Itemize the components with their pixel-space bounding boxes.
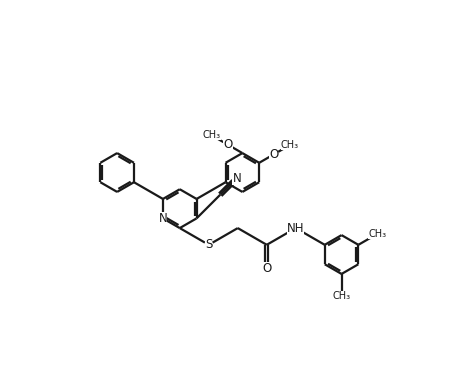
Text: S: S [205, 238, 212, 251]
Text: CH₃: CH₃ [367, 229, 385, 239]
Text: CH₃: CH₃ [332, 291, 350, 301]
Text: CH₃: CH₃ [280, 140, 298, 150]
Text: N: N [158, 212, 167, 225]
Text: O: O [268, 148, 278, 161]
Text: N: N [232, 172, 241, 184]
Text: O: O [262, 262, 271, 275]
Text: CH₃: CH₃ [202, 130, 220, 141]
Text: O: O [223, 138, 232, 151]
Text: NH: NH [286, 221, 304, 235]
